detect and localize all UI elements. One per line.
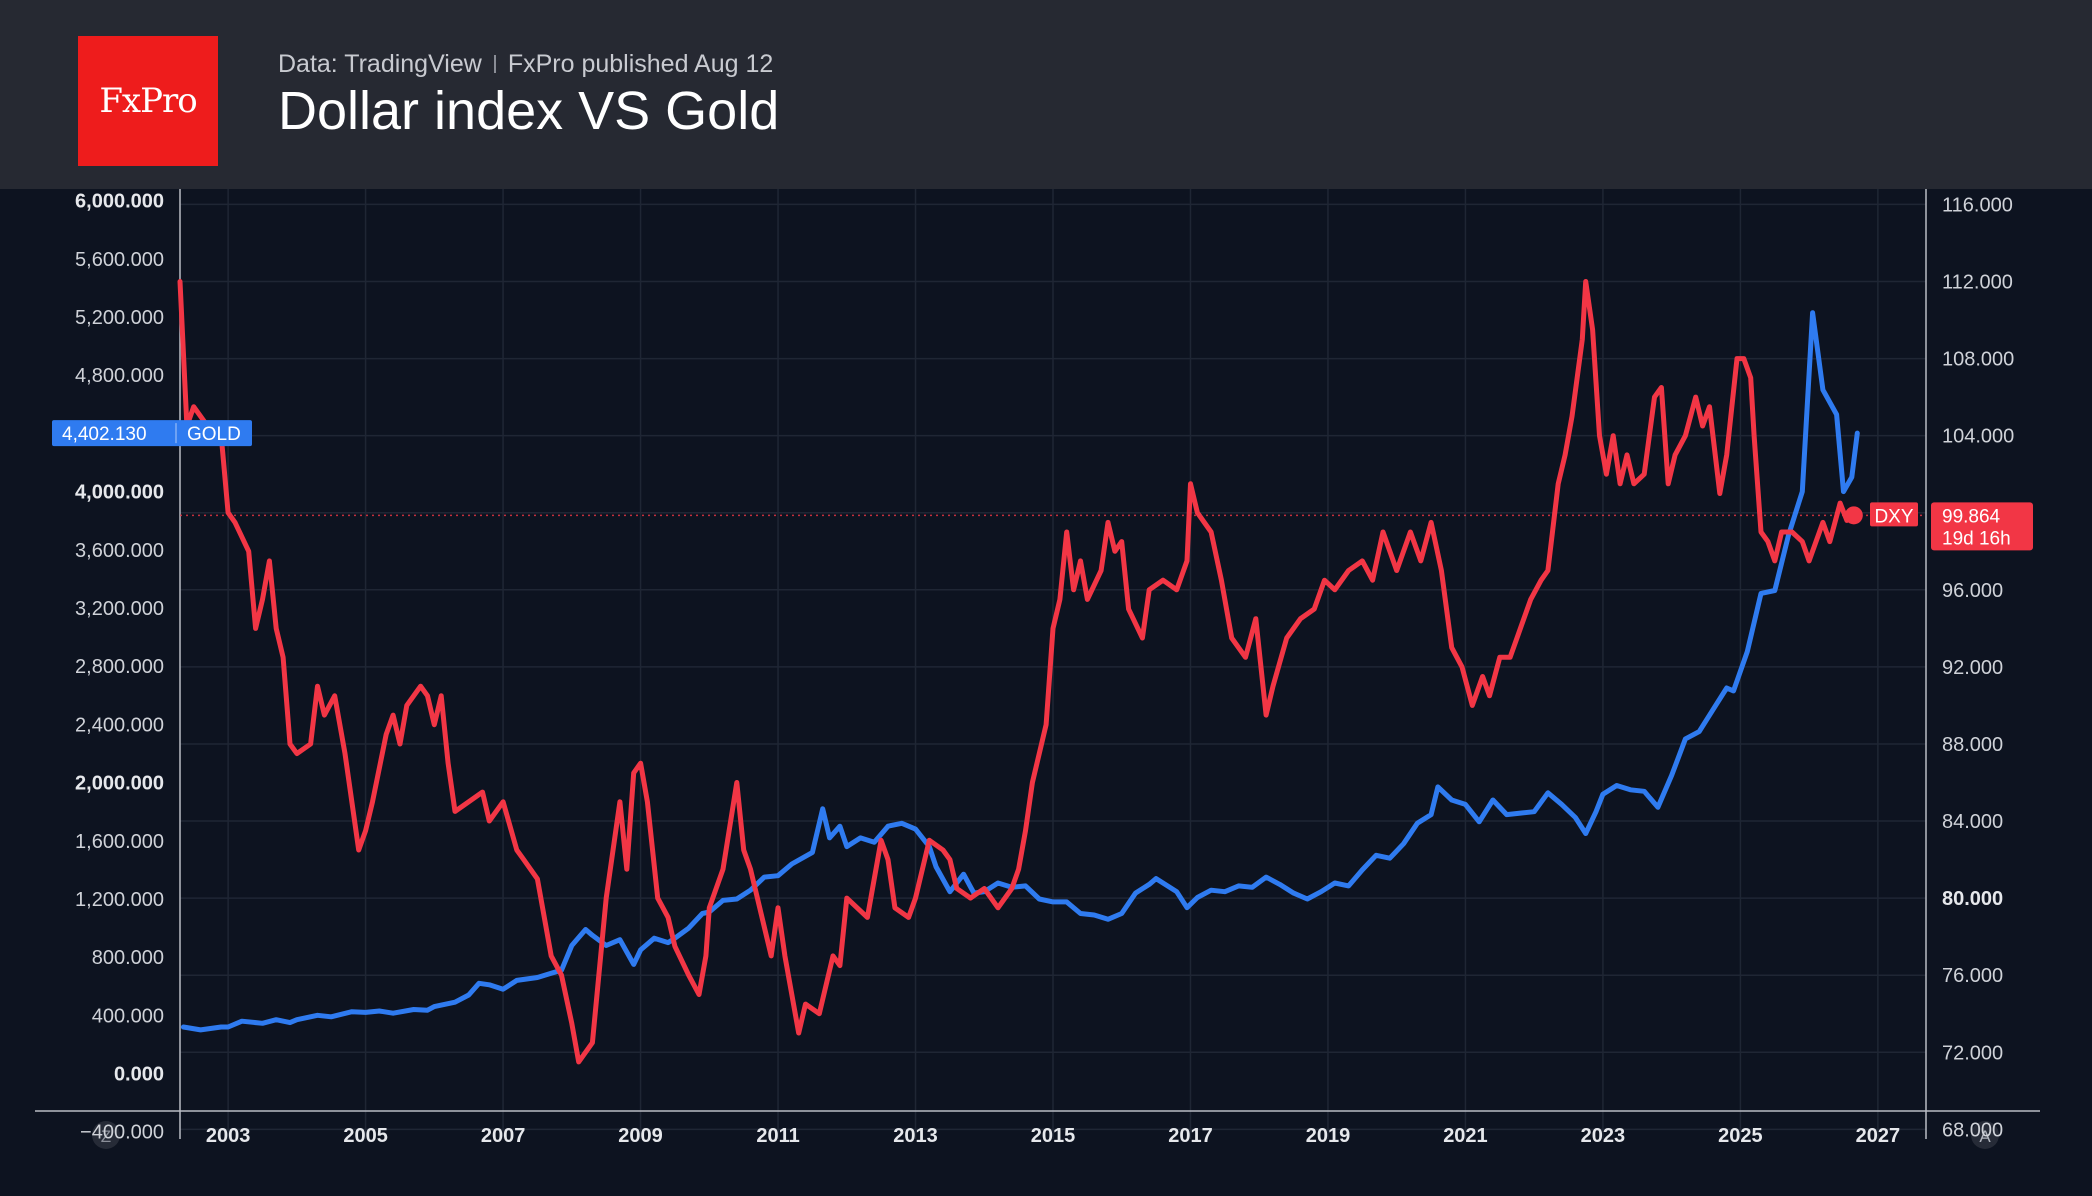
x-tick-label: 2021 xyxy=(1443,1125,1488,1147)
published-date: FxPro published Aug 12 xyxy=(507,50,774,78)
logo-text: FxPro xyxy=(99,81,197,121)
chart-header: FxPro Data: TradingView FxPro published A… xyxy=(0,0,2092,189)
left-tick-label: 4,000.000 xyxy=(75,482,164,504)
left-tick-label: 2,800.000 xyxy=(75,656,164,678)
right-tick-label: 84.000 xyxy=(1942,811,2003,833)
right-tick-label: 116.000 xyxy=(1942,194,2013,216)
left-tick-label: 5,200.000 xyxy=(75,307,164,329)
chart-title: Dollar index VS Gold xyxy=(278,81,780,141)
right-tick-label: 104.000 xyxy=(1942,426,2014,448)
gold-price-value: 4,402.130 xyxy=(62,424,147,445)
right-axis-labels: 68.000 72.000 76.000 80.000 84.000 88.000 92.0… xyxy=(1942,194,2014,1141)
left-tick-label: 5,600.000 xyxy=(75,249,164,271)
left-tick-label: 2,400.000 xyxy=(75,714,164,736)
right-tick-label: 96.000 xyxy=(1942,580,2003,602)
x-tick-label: 2003 xyxy=(206,1125,251,1147)
x-tick-label: 2013 xyxy=(893,1125,938,1147)
left-tick-label: 2,000.000 xyxy=(75,773,164,795)
left-tick-label: 1,200.000 xyxy=(75,889,164,911)
dxy-price-value: 99.864 xyxy=(1942,506,2001,527)
series-line-gold xyxy=(180,310,1860,1033)
left-tick-label: 0.000 xyxy=(114,1064,164,1086)
chart-source-line: Data: TradingView FxPro published Aug 12 xyxy=(278,50,773,79)
dxy-series-label: DXY xyxy=(1874,506,1913,527)
right-tick-label: 112.000 xyxy=(1942,271,2013,293)
x-tick-label: 2011 xyxy=(756,1125,799,1147)
left-axis-labels: −400.000 0.000 400.000 800.000 1,200.000 1,60… xyxy=(75,191,164,1144)
left-tick-label: 800.000 xyxy=(92,947,164,969)
corner-label-right: A xyxy=(1979,1127,1991,1146)
left-tick-label: −400.000 xyxy=(80,1122,164,1144)
right-tick-label: 88.000 xyxy=(1942,734,2003,756)
x-tick-label: 2009 xyxy=(618,1125,663,1147)
x-tick-label: 2015 xyxy=(1031,1125,1076,1147)
x-tick-label: 2027 xyxy=(1856,1125,1901,1147)
gold-series-label: GOLD xyxy=(187,424,241,445)
right-tick-label: 108.000 xyxy=(1942,349,2014,371)
right-tick-label: 76.000 xyxy=(1942,965,2003,987)
x-tick-label: 2019 xyxy=(1306,1125,1351,1147)
left-tick-label: 3,200.000 xyxy=(75,598,164,620)
dxy-price-tag xyxy=(1931,502,2033,551)
dxy-name-tag xyxy=(1870,502,1918,527)
right-tick-label: 68.000 xyxy=(1942,1119,2003,1141)
separator-divider xyxy=(493,55,496,73)
left-tick-label: 1,600.000 xyxy=(75,831,164,853)
right-tick-label: 72.000 xyxy=(1942,1042,2003,1064)
left-tick-label: 4,800.000 xyxy=(75,365,164,387)
corner-label-left: Z xyxy=(101,1127,111,1146)
series-lines xyxy=(177,279,1926,1065)
right-tick-label: 80.000 xyxy=(1942,888,2003,910)
x-tick-label: 2025 xyxy=(1718,1125,1763,1147)
series-line-dxy xyxy=(177,279,1857,1065)
dxy-countdown: 19d 16h xyxy=(1942,528,2011,549)
gold-price-tag xyxy=(52,420,252,447)
fxpro-logo: FxPro xyxy=(78,36,218,166)
x-tick-label: 2017 xyxy=(1168,1125,1213,1147)
grid-lines xyxy=(180,189,1926,1139)
corner-circle-right xyxy=(1971,1121,1999,1149)
right-tick-label: 92.000 xyxy=(1942,657,2003,679)
left-tick-label: 400.000 xyxy=(92,1005,164,1027)
corner-circle-left xyxy=(92,1121,120,1149)
dxy-last-point xyxy=(1844,506,1863,525)
x-axis-labels: 2003 2005 2007 2009 2011 2013 2015 2017 2019 2021… xyxy=(206,1125,1900,1147)
x-tick-label: 2005 xyxy=(343,1125,388,1147)
data-source: Data: TradingView xyxy=(278,50,482,78)
x-tick-label: 2007 xyxy=(481,1125,526,1147)
left-tick-label: 6,000.000 xyxy=(75,191,164,213)
left-tick-label: 3,600.000 xyxy=(75,540,164,562)
x-tick-label: 2023 xyxy=(1581,1125,1626,1147)
